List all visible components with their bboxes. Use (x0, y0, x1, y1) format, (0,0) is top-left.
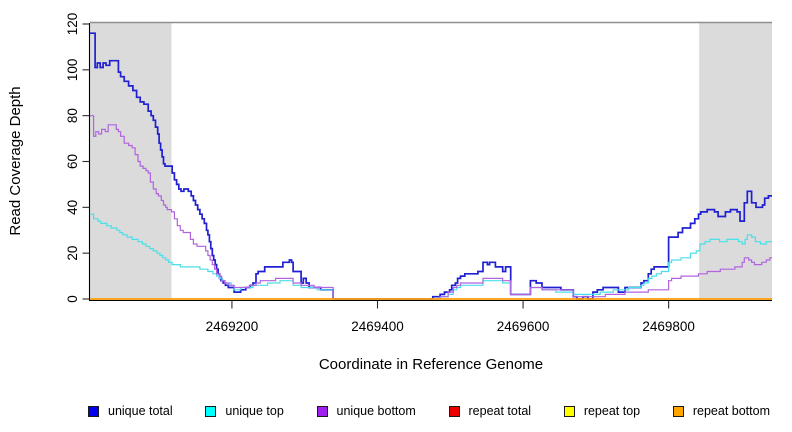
y-tick-label: 120 (65, 13, 80, 36)
legend-swatch-repeat-total (448, 405, 460, 417)
x-tick-label: 2469600 (497, 319, 550, 334)
x-tick-label: 2469800 (642, 319, 695, 334)
plot-layers: 0 20 40 60 80 100 120 2469200 2469400 2469600 2469… (65, 13, 772, 334)
legend-swatch-unique-top (205, 405, 217, 417)
legend-label: repeat bottom (692, 403, 770, 418)
legend-label: repeat top (583, 403, 641, 418)
y-tick-label: 100 (65, 59, 80, 82)
y-tick-label: 40 (65, 200, 80, 215)
y-tick-label: 20 (65, 246, 80, 261)
legend: unique total unique top unique bottom re… (88, 401, 770, 421)
legend-label: unique total (108, 403, 173, 418)
y-tick-label: 0 (65, 295, 80, 303)
legend-label: repeat total (468, 403, 532, 418)
shaded-region-right (699, 22, 772, 301)
legend-item-unique-bottom: unique bottom (316, 403, 416, 418)
legend-item-repeat-top: repeat top (563, 403, 641, 418)
legend-item-unique-total: unique total (88, 405, 173, 418)
legend-item-repeat-total: repeat total (448, 403, 532, 418)
series-line-unique-total (90, 32, 772, 300)
legend-swatch-unique-total (88, 405, 99, 417)
y-tick-label: 80 (65, 108, 80, 123)
x-axis-title: Coordinate in Reference Genome (319, 356, 543, 373)
legend-label: unique top (225, 403, 284, 418)
legend-item-repeat-bottom: repeat bottom (672, 403, 770, 418)
shaded-region-left (90, 22, 172, 301)
legend-swatch-repeat-top (563, 405, 575, 417)
series-line-unique-top (90, 213, 772, 300)
legend-label: unique bottom (336, 403, 416, 418)
x-tick-label: 2469200 (206, 319, 259, 334)
y-axis-title: Read Coverage Depth (7, 86, 24, 235)
series-line-unique-bottom (90, 115, 772, 300)
x-tick-label: 2469400 (351, 319, 404, 334)
y-tick-label: 60 (65, 154, 80, 169)
legend-item-unique-top: unique top (205, 403, 284, 418)
coverage-plot: 0 20 40 60 80 100 120 2469200 2469400 2469600 2469… (7, 13, 772, 373)
legend-swatch-repeat-bottom (672, 405, 684, 417)
legend-swatch-unique-bottom (316, 405, 328, 417)
